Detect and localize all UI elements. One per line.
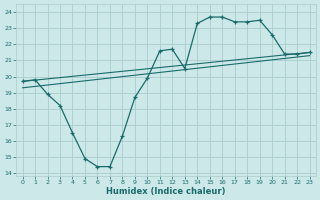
X-axis label: Humidex (Indice chaleur): Humidex (Indice chaleur): [106, 187, 226, 196]
